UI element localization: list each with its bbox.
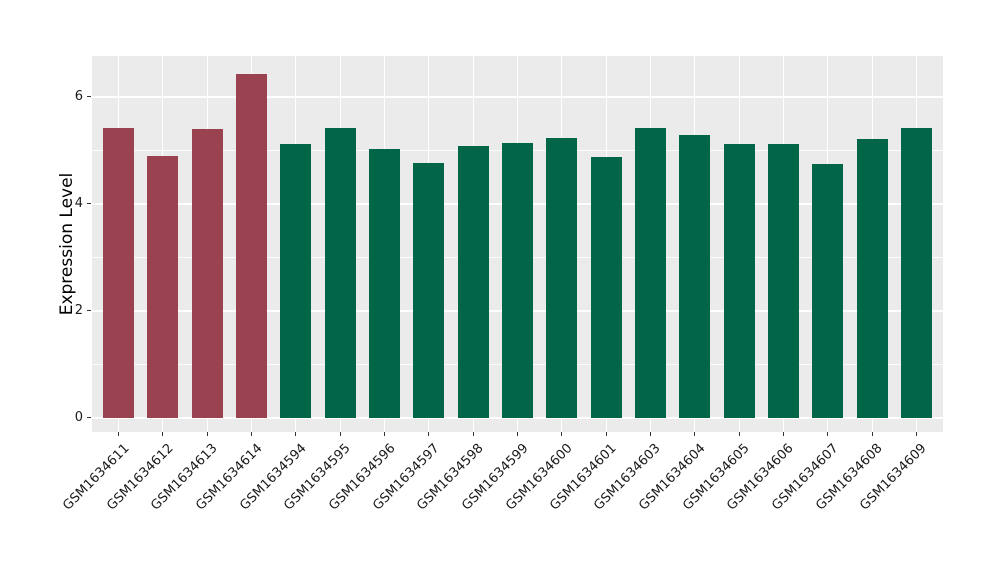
bar	[457, 146, 489, 418]
x-axis-tick-mark	[561, 432, 563, 436]
x-axis-tick-mark	[251, 432, 253, 436]
x-axis-tick-mark	[915, 432, 917, 436]
x-axis-tick-mark	[827, 432, 829, 436]
bar	[900, 128, 932, 418]
x-axis-tick-mark	[472, 432, 474, 436]
x-axis-tick-mark	[339, 432, 341, 436]
bar	[546, 138, 578, 418]
x-axis-tick-mark	[162, 432, 164, 436]
bar	[502, 142, 533, 418]
bar	[679, 135, 711, 418]
x-axis-tick-mark	[295, 432, 297, 436]
y-axis-tick-mark	[87, 203, 91, 205]
bar	[147, 156, 179, 418]
x-axis-tick-mark	[694, 432, 696, 436]
x-axis-tick-mark	[118, 432, 120, 436]
bar	[324, 128, 356, 418]
bar	[191, 129, 223, 418]
bar	[812, 163, 844, 418]
y-axis-tick-label: 2	[74, 302, 83, 318]
x-axis-tick-mark	[871, 432, 873, 436]
bar	[856, 138, 888, 418]
y-axis-tick-mark	[87, 417, 91, 419]
y-axis-tick-label: 4	[74, 195, 83, 211]
bar	[103, 128, 135, 418]
x-axis-tick-mark	[206, 432, 208, 436]
y-axis-tick-mark	[87, 310, 91, 312]
x-axis-tick-mark	[428, 432, 430, 436]
y-axis-tick-label: 0	[74, 409, 83, 425]
y-axis-tick-label: 6	[74, 88, 83, 104]
bar	[236, 73, 268, 418]
bar	[369, 148, 401, 418]
y-axis-label: Expression Level	[57, 172, 77, 316]
bar	[413, 162, 445, 418]
bar	[767, 144, 799, 418]
bar	[280, 144, 312, 418]
x-axis-tick-mark	[738, 432, 740, 436]
x-axis-tick-mark	[605, 432, 607, 436]
plot-panel	[92, 56, 943, 432]
bar	[590, 157, 622, 418]
bar	[634, 127, 666, 418]
x-axis-tick-mark	[384, 432, 386, 436]
x-axis-tick-mark	[517, 432, 518, 436]
x-axis-tick-mark	[649, 432, 651, 436]
x-axis-tick-mark	[782, 432, 784, 436]
bar	[723, 144, 755, 418]
y-axis-tick-mark	[87, 96, 91, 98]
